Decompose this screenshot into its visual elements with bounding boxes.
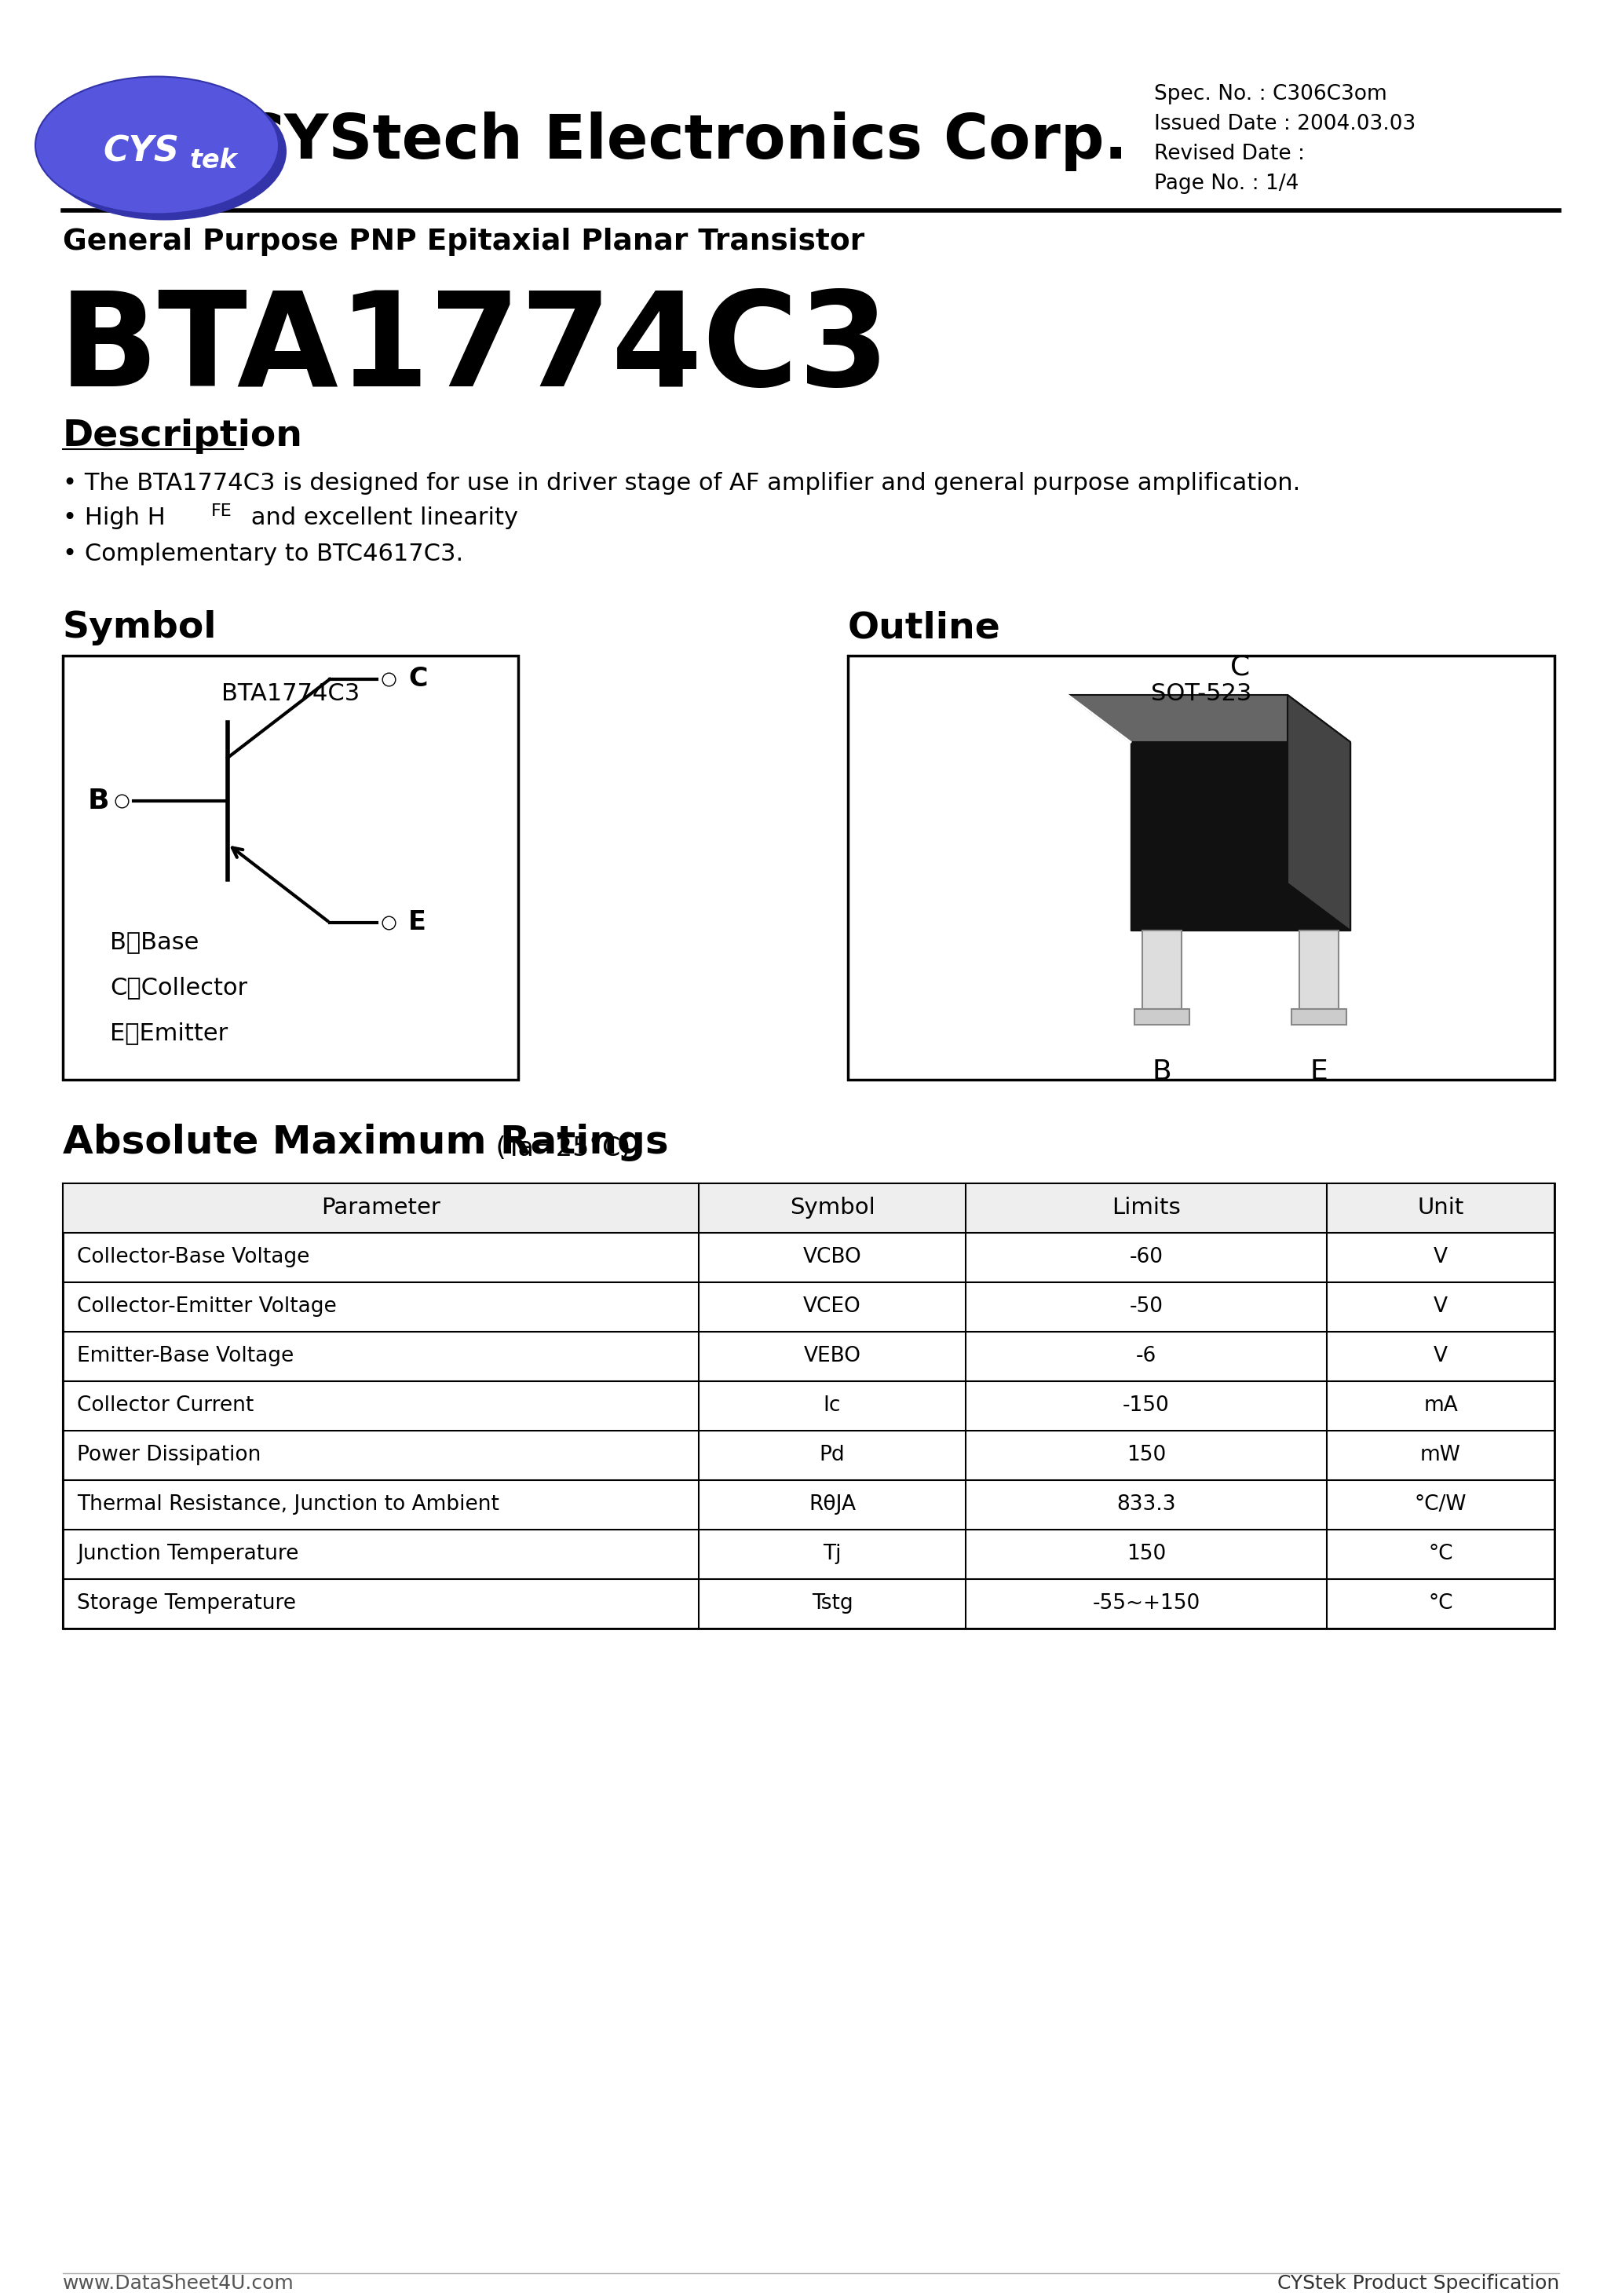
Text: SOT-523: SOT-523 [1150, 682, 1252, 705]
Text: mW: mW [1421, 1444, 1461, 1465]
Bar [1131, 742, 1351, 930]
Text: Ic: Ic [824, 1396, 842, 1417]
Text: Collector-Base Voltage: Collector-Base Voltage [76, 1247, 310, 1267]
Text: C：Collector: C：Collector [110, 976, 248, 999]
Text: Outline: Outline [848, 611, 1001, 645]
Text: • Complementary to BTC4617C3.: • Complementary to BTC4617C3. [63, 542, 464, 565]
Text: Tj: Tj [822, 1543, 842, 1564]
Polygon shape [1288, 696, 1351, 930]
Text: -6: -6 [1135, 1345, 1156, 1366]
Text: Power Dissipation: Power Dissipation [76, 1444, 261, 1465]
Text: CYStech Electronics Corp.: CYStech Electronics Corp. [238, 113, 1127, 172]
Text: mA: mA [1424, 1396, 1458, 1417]
Text: E：Emitter: E：Emitter [110, 1022, 227, 1045]
Bar [848, 657, 1554, 1079]
Text: • High H: • High H [63, 507, 165, 530]
Text: E: E [409, 909, 427, 934]
Text: B: B [88, 788, 109, 815]
Text: °C/W: °C/W [1414, 1495, 1466, 1515]
Text: VCEO: VCEO [803, 1297, 861, 1318]
Text: -60: -60 [1129, 1247, 1163, 1267]
Text: Description: Description [63, 418, 303, 455]
Text: Unit: Unit [1418, 1196, 1465, 1219]
Text: Absolute Maximum Ratings: Absolute Maximum Ratings [63, 1123, 668, 1162]
Text: BTA1774C3: BTA1774C3 [58, 285, 890, 413]
Text: -50: -50 [1129, 1297, 1163, 1318]
Bar [1134, 1008, 1189, 1024]
Text: Revised Date :: Revised Date : [1155, 145, 1304, 163]
Text: VCBO: VCBO [803, 1247, 861, 1267]
Text: V: V [1434, 1247, 1448, 1267]
Text: Parameter: Parameter [321, 1196, 441, 1219]
Text: E: E [1311, 1058, 1328, 1086]
Text: Tstg: Tstg [811, 1593, 853, 1614]
Text: VEBO: VEBO [803, 1345, 861, 1366]
Text: CYS: CYS [104, 135, 180, 168]
Text: Collector-Emitter Voltage: Collector-Emitter Voltage [76, 1297, 337, 1318]
Text: CYStek Product Specification: CYStek Product Specification [1277, 2273, 1559, 2294]
Text: Spec. No. : C306C3om: Spec. No. : C306C3om [1155, 85, 1387, 103]
Text: -55~+150: -55~+150 [1092, 1593, 1200, 1614]
Text: Storage Temperature: Storage Temperature [76, 1593, 295, 1614]
Text: Thermal Resistance, Junction to Ambient: Thermal Resistance, Junction to Ambient [76, 1495, 500, 1515]
Ellipse shape [44, 83, 287, 220]
Text: 150: 150 [1127, 1444, 1166, 1465]
Text: V: V [1434, 1297, 1448, 1318]
Bar [1299, 930, 1338, 1008]
Bar [63, 1182, 1554, 1628]
Text: Issued Date : 2004.03.03: Issued Date : 2004.03.03 [1155, 115, 1416, 133]
Text: C: C [409, 666, 428, 691]
Text: °C: °C [1429, 1593, 1453, 1614]
Text: B：Base: B：Base [110, 930, 200, 953]
Text: www.DataSheet4U.com: www.DataSheet4U.com [63, 2273, 294, 2294]
Text: Limits: Limits [1111, 1196, 1181, 1219]
Bar [1291, 1008, 1346, 1024]
Text: 150: 150 [1127, 1543, 1166, 1564]
Text: FE: FE [211, 503, 232, 519]
Polygon shape [1067, 696, 1351, 742]
Text: B: B [1152, 1058, 1171, 1086]
Text: Page No. : 1/4: Page No. : 1/4 [1155, 174, 1299, 193]
Text: and excellent linearity: and excellent linearity [243, 507, 517, 530]
Bar [63, 1182, 1554, 1233]
Text: Pd: Pd [819, 1444, 845, 1465]
Text: V: V [1434, 1345, 1448, 1366]
Text: General Purpose PNP Epitaxial Planar Transistor: General Purpose PNP Epitaxial Planar Tra… [63, 227, 865, 255]
Text: C: C [1231, 654, 1251, 682]
Text: RθJA: RθJA [809, 1495, 856, 1515]
Text: Emitter-Base Voltage: Emitter-Base Voltage [76, 1345, 294, 1366]
Text: • The BTA1774C3 is designed for use in driver stage of AF amplifier and general : • The BTA1774C3 is designed for use in d… [63, 471, 1301, 494]
Bar [1142, 930, 1181, 1008]
Text: Collector Current: Collector Current [76, 1396, 253, 1417]
Text: tek: tek [190, 147, 237, 174]
Text: Symbol: Symbol [790, 1196, 874, 1219]
Text: (Ta=25°C): (Ta=25°C) [488, 1134, 631, 1162]
Bar [63, 657, 517, 1079]
Text: °C: °C [1429, 1543, 1453, 1564]
Text: 833.3: 833.3 [1116, 1495, 1176, 1515]
Text: Symbol: Symbol [63, 611, 217, 645]
Text: BTA1774C3: BTA1774C3 [221, 682, 360, 705]
Text: -150: -150 [1122, 1396, 1169, 1417]
Ellipse shape [36, 76, 279, 214]
Text: Junction Temperature: Junction Temperature [76, 1543, 298, 1564]
